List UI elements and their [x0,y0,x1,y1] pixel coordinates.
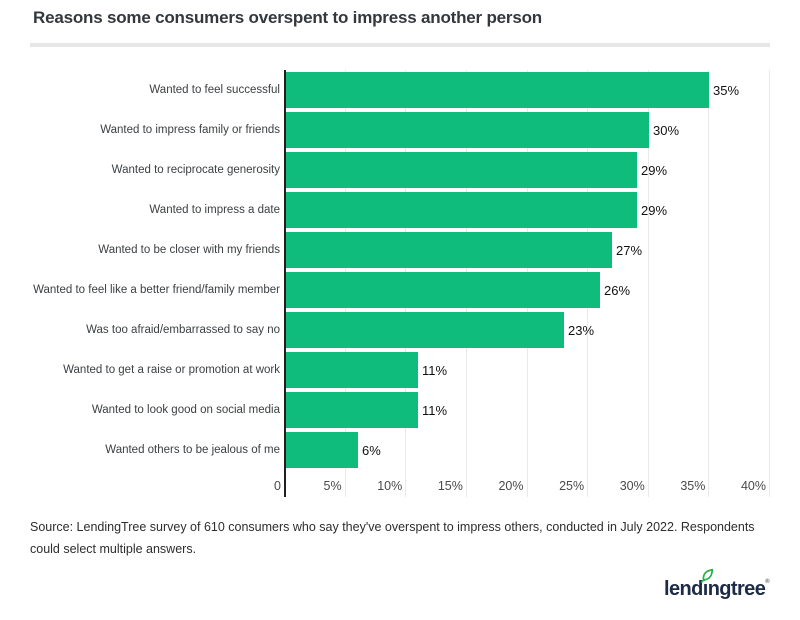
category-label: Wanted to impress a date [149,203,280,216]
bar-value-label: 27% [616,242,643,258]
bar [286,352,418,388]
bar-value-label: 29% [641,162,668,178]
lendingtree-wordmark: lend ıngtree® [664,568,770,601]
category-label: Wanted to feel successful [149,83,280,96]
x-axis-tick-label: 25% [559,479,585,493]
chart-title: Reasons some consumers overspent to impr… [33,8,542,27]
category-label: Was too afraid/embarrassed to say no [86,323,280,336]
logo-leaf-holder: ı [700,568,713,601]
bar-value-label: 30% [653,122,680,138]
bar-value-label: 26% [604,282,631,298]
x-axis-tick-label: 0 [274,479,281,493]
bar-value-label: 6% [362,442,381,458]
bar [286,112,649,148]
category-label: Wanted to impress family or friends [100,123,280,136]
category-label: Wanted to feel like a better friend/fami… [33,283,280,296]
bar-value-label: 11% [422,362,448,378]
category-label: Wanted to get a raise or promotion at wo… [63,363,280,376]
bar-value-label: 35% [713,82,740,98]
x-axis-tick-label: 40% [740,479,766,493]
bar [286,392,418,428]
bar [286,232,612,268]
x-axis-tick-label: 5% [323,479,342,493]
x-axis-tick-label: 10% [377,479,403,493]
bar-value-label: 29% [641,202,668,218]
x-axis-tick-label: 35% [680,479,706,493]
gridline-30pct [647,70,649,497]
logo-text-before: lend [664,578,703,600]
bar [286,72,709,108]
registered-mark: ® [765,579,770,585]
x-axis-tick-label: 15% [437,479,463,493]
x-axis-tick-label: 20% [498,479,524,493]
bar [286,312,564,348]
lendingtree-logo: lend ıngtree® [664,568,770,601]
title-divider [30,43,770,47]
gridline-35pct [708,70,710,497]
x-axis-tick-label: 30% [619,479,645,493]
category-label: Wanted to be closer with my friends [98,243,280,256]
bar-value-label: 11% [422,402,448,418]
category-label: Wanted to reciprocate generosity [111,163,280,176]
bar [286,152,637,188]
bar [286,192,637,228]
leaf-icon [700,568,713,583]
source-note: Source: LendingTree survey of 610 consum… [30,520,755,556]
gridline-40pct [769,70,770,497]
category-label: Wanted to look good on social media [91,403,280,416]
bar-value-label: 23% [568,322,595,338]
bar [286,432,358,468]
logo-leaf-letter: ı [702,578,709,600]
bar [286,272,600,308]
category-label: Wanted others to be jealous of me [105,443,280,456]
logo-text-after: ngtree [707,578,766,600]
x-axis-zero-line [284,70,286,497]
